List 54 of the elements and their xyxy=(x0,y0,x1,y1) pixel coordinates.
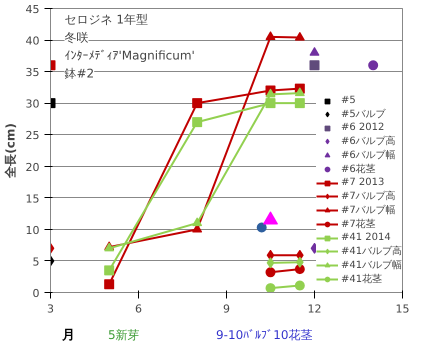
annotation: ｲﾝﾀｰﾒﾃﾞｨｱ'Magnificum' xyxy=(64,48,195,62)
y-tick-label: 10 xyxy=(26,224,40,237)
x-tick-label: 12 xyxy=(308,302,322,316)
x-tick-label: 6 xyxy=(135,302,142,316)
y-tick-label: 35 xyxy=(26,66,40,80)
y-tick-label: 30 xyxy=(26,98,40,111)
text: 9-10ﾊﾞﾙﾌﾞ10花茎 xyxy=(216,327,313,341)
point xyxy=(192,117,202,128)
point xyxy=(294,98,305,108)
legend-label: #6バルブ幅 xyxy=(341,148,396,162)
legend-label: #6花茎 xyxy=(341,162,376,176)
point xyxy=(104,265,114,276)
legend-label: #6 2012 xyxy=(341,121,384,134)
x-axis-title: 月 xyxy=(62,327,75,341)
point xyxy=(294,87,305,96)
legend-label: #5 xyxy=(341,94,357,107)
point xyxy=(294,32,305,41)
x-tick-label: 15 xyxy=(396,302,410,316)
y-axis-title: 全長(cm) xyxy=(4,123,18,179)
legend-label: #41花茎 xyxy=(341,272,382,286)
legend-label: #41バルブ高 xyxy=(341,244,402,258)
point xyxy=(192,217,202,226)
y-tick-label: 0 xyxy=(32,287,40,300)
legend-label: #7花茎 xyxy=(341,218,376,231)
text: 5新芽 xyxy=(108,327,140,341)
x-tick-label: 3 xyxy=(47,302,54,316)
point xyxy=(310,46,320,56)
y-tick-label: 5 xyxy=(32,255,40,268)
legend-label: #41 2014 xyxy=(341,231,391,244)
y-tick-label: 20 xyxy=(26,160,40,174)
y-tick-label: 25 xyxy=(26,129,40,142)
point xyxy=(294,280,305,291)
legend-label: #5バルブ xyxy=(341,108,386,121)
legend-label: #7バルブ幅 xyxy=(341,204,396,217)
y-tick-label: 15 xyxy=(26,192,40,206)
x-tick-label: 9 xyxy=(223,302,230,316)
legend-label: #7バルブ高 xyxy=(341,190,396,203)
point xyxy=(368,60,378,70)
point xyxy=(266,88,276,98)
annotation: 鉢#2 xyxy=(64,66,94,80)
point xyxy=(266,267,276,278)
legend-label: #6バルブ高 xyxy=(341,134,396,148)
y-tick-label: 45 xyxy=(26,3,40,16)
point xyxy=(256,222,267,232)
legend-label: #7 2013 xyxy=(341,176,384,189)
point xyxy=(192,98,202,108)
point xyxy=(310,60,320,70)
y-tick-label: 40 xyxy=(26,34,40,48)
point xyxy=(266,283,276,292)
chart-title: セロジネ 1年型 xyxy=(64,12,148,26)
text: 冬咲 xyxy=(64,30,88,44)
point xyxy=(104,279,114,290)
point xyxy=(266,31,276,40)
legend-label: #41バルブ幅 xyxy=(341,258,402,272)
